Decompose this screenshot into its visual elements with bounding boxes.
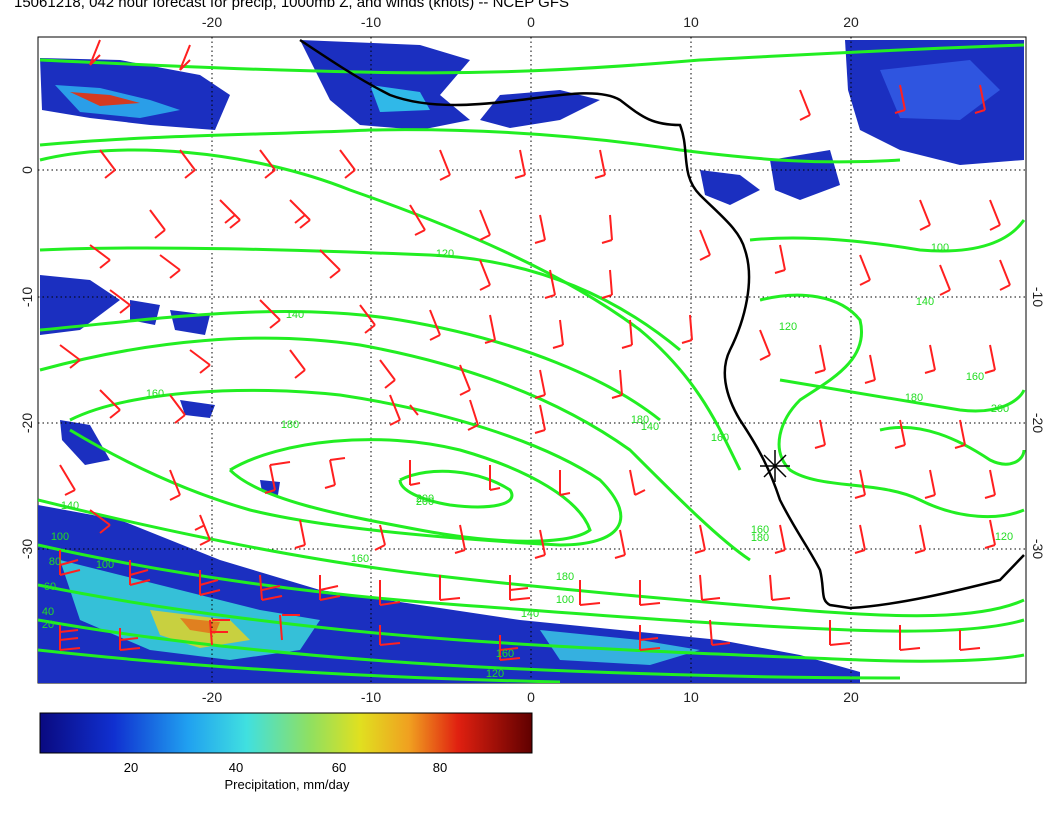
contour-label: 80 — [49, 556, 61, 568]
wind-barbs — [59, 39, 1011, 661]
contour-label: 140 — [521, 608, 539, 620]
left-lat-tick: -30 — [19, 539, 35, 559]
left-lat-labels: 0 -10 -20 -30 — [19, 166, 35, 559]
contour-label: 120 — [486, 668, 504, 680]
contour-label: 200 — [991, 403, 1009, 415]
contour-label: 140 — [61, 500, 79, 512]
contour-label: 160 — [496, 648, 514, 660]
contour-label: 200 — [416, 493, 434, 505]
contour-label: 160 — [711, 432, 729, 444]
precip-west — [40, 275, 120, 335]
bottom-lon-tick: -10 — [361, 689, 381, 705]
center-marker — [760, 450, 790, 482]
right-lat-tick: -10 — [1030, 287, 1046, 307]
bottom-lon-tick: 10 — [683, 689, 699, 705]
contour-label: 100 — [51, 531, 69, 543]
contour-label: 120 — [995, 531, 1013, 543]
colorbar-tick: 40 — [229, 760, 243, 775]
contour-label: 120 — [436, 248, 454, 260]
height-contours — [38, 43, 1026, 683]
top-lon-tick: -10 — [361, 14, 381, 30]
contour-label: 100 — [556, 594, 574, 606]
contour-label: 20 — [42, 619, 54, 631]
top-lon-tick: -20 — [202, 14, 222, 30]
contour-label: 60 — [44, 581, 56, 593]
contour-label: 160 — [351, 553, 369, 565]
bottom-lon-tick: -20 — [202, 689, 222, 705]
right-lat-tick: -20 — [1030, 413, 1046, 433]
contour-label: 140 — [641, 421, 659, 433]
bottom-lon-labels: -20 -10 0 10 20 — [202, 689, 859, 705]
contour-labels: 1201401601802001401601801001201401601802… — [42, 242, 1013, 680]
colorbar-gradient — [39, 712, 533, 754]
colorbar: 20 40 60 80 Precipitation, mm/day — [39, 712, 533, 792]
colorbar-tick: 80 — [433, 760, 447, 775]
right-lat-labels: -10 -20 -30 — [1030, 287, 1046, 559]
colorbar-tick: 20 — [124, 760, 138, 775]
contour-label: 180 — [556, 571, 574, 583]
contour-label: 100 — [96, 559, 114, 571]
right-lat-tick: -30 — [1030, 539, 1046, 559]
contour-label: 100 — [931, 242, 949, 254]
bottom-lon-tick: 0 — [527, 689, 535, 705]
contour-label: 180 — [751, 532, 769, 544]
contour-label: 160 — [966, 371, 984, 383]
top-lon-labels: -20 -10 0 10 20 — [202, 14, 859, 30]
coastline — [299, 38, 1025, 610]
contour-label: 140 — [286, 309, 304, 321]
top-lon-tick: 10 — [683, 14, 699, 30]
left-lat-tick: -10 — [19, 287, 35, 307]
colorbar-label: Precipitation, mm/day — [225, 777, 350, 792]
contour-label: 180 — [631, 414, 649, 426]
left-lat-tick: -20 — [19, 413, 35, 433]
contour-label: 180 — [281, 419, 299, 431]
contour-label: 140 — [916, 296, 934, 308]
colorbar-tick: 60 — [332, 760, 346, 775]
map-title: 15061218, 042 hour forecast for precip, … — [14, 0, 569, 11]
contour-label: 200 — [416, 496, 434, 508]
contour-label: 120 — [779, 321, 797, 333]
contour-label: 180 — [905, 392, 923, 404]
contour-label: 160 — [751, 524, 769, 536]
top-lon-tick: 0 — [527, 14, 535, 30]
bottom-lon-tick: 20 — [843, 689, 859, 705]
left-lat-tick: 0 — [19, 166, 35, 174]
top-lon-tick: 20 — [843, 14, 859, 30]
contour-label: 40 — [42, 606, 54, 618]
contour-label: 160 — [146, 388, 164, 400]
